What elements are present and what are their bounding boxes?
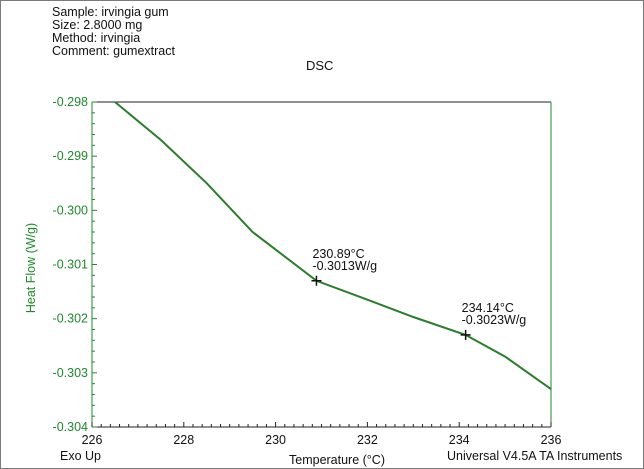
x-tick-label: 236: [541, 433, 562, 447]
sample-label: Sample: irvingia gum: [52, 5, 169, 19]
y-tick-label: -0.298: [53, 95, 88, 109]
x-tick-label: 228: [173, 433, 194, 447]
annotation-heat-flow: -0.3013W/g: [312, 259, 377, 273]
annotation-heat-flow: -0.3023W/g: [462, 313, 527, 327]
instrument-label: Universal V4.5A TA Instruments: [447, 449, 623, 463]
y-tick-label: -0.300: [53, 203, 88, 217]
comment-label: Comment: gumextract: [52, 44, 175, 58]
x-tick-label: 230: [265, 433, 286, 447]
x-axis-label: Temperature (°C): [289, 453, 385, 467]
annotation-temperature: 230.89°C: [312, 247, 364, 261]
dsc-curve: [114, 101, 552, 390]
x-tick-label: 226: [82, 433, 103, 447]
y-tick-label: -0.301: [53, 258, 88, 272]
size-label: Size: 2.8000 mg: [52, 18, 143, 32]
annotation-temperature: 234.14°C: [462, 301, 514, 315]
y-tick-label: -0.303: [53, 366, 88, 380]
y-tick-label: -0.299: [53, 149, 88, 163]
y-tick-label: -0.304: [53, 420, 88, 434]
x-tick-label: 232: [357, 433, 378, 447]
exo-up-label: Exo Up: [60, 449, 101, 463]
x-tick-label: 234: [449, 433, 470, 447]
chart-title: DSC: [306, 58, 334, 73]
method-label: Method: irvingia: [52, 31, 141, 45]
y-tick-label: -0.302: [53, 312, 88, 326]
